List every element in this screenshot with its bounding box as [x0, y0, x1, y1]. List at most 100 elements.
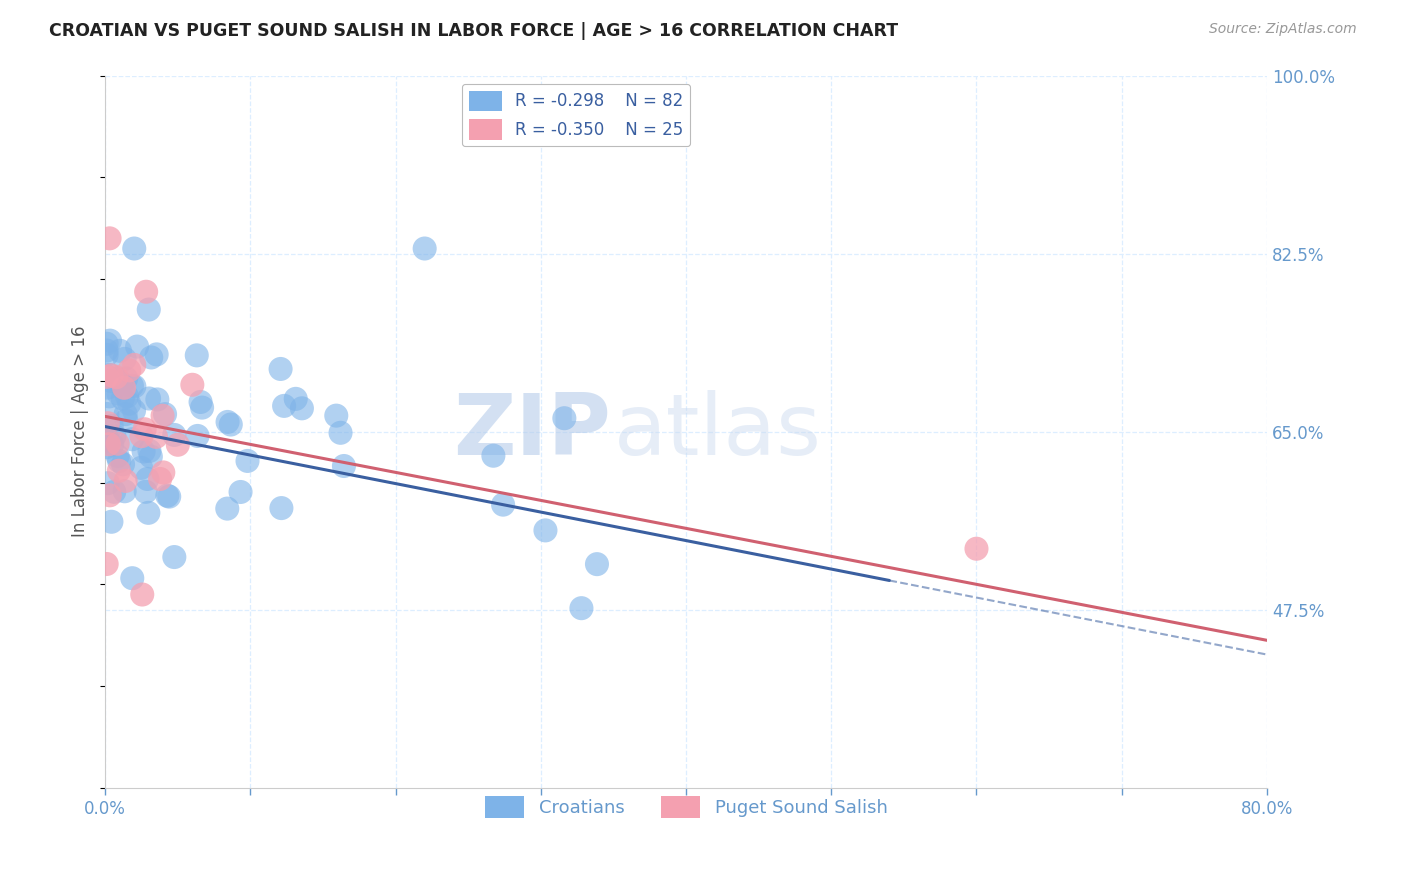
Point: [96, 407, 118, 421]
Point: [187, 429, 209, 443]
Point: [132, 444, 155, 458]
Point: [124, 379, 146, 393]
Point: [118, 363, 141, 377]
Point: [571, 601, 593, 615]
Point: [145, 430, 167, 444]
Text: Source: ZipAtlas.com: Source: ZipAtlas.com: [1209, 22, 1357, 37]
Text: CROATIAN VS PUGET SOUND SALISH IN LABOR FORCE | AGE > 16 CORRELATION CHART: CROATIAN VS PUGET SOUND SALISH IN LABOR …: [49, 22, 898, 40]
Point: [135, 484, 157, 499]
Point: [534, 524, 557, 538]
Point: [100, 374, 122, 388]
Point: [492, 498, 515, 512]
Point: [138, 392, 160, 406]
Point: [217, 501, 239, 516]
Point: [163, 428, 186, 442]
Point: [103, 429, 125, 443]
Point: [157, 490, 180, 504]
Point: [103, 484, 125, 499]
Point: [112, 457, 135, 471]
Point: [115, 371, 138, 385]
Point: [138, 302, 160, 317]
Point: [219, 417, 242, 432]
Point: [966, 541, 988, 556]
Point: [96, 336, 118, 351]
Point: [97, 433, 120, 447]
Point: [108, 343, 131, 358]
Point: [115, 389, 138, 403]
Point: [152, 466, 174, 480]
Point: [98, 231, 121, 245]
Y-axis label: In Labor Force | Age > 16: In Labor Force | Age > 16: [72, 326, 89, 538]
Legend: Croatians, Puget Sound Salish: Croatians, Puget Sound Salish: [477, 789, 894, 825]
Point: [129, 460, 152, 475]
Point: [190, 395, 212, 409]
Point: [121, 432, 143, 446]
Point: [107, 449, 129, 463]
Point: [97, 476, 120, 491]
Point: [482, 449, 505, 463]
Point: [100, 515, 122, 529]
Point: [131, 429, 153, 443]
Point: [270, 501, 292, 516]
Point: [329, 425, 352, 440]
Point: [152, 409, 174, 423]
Point: [134, 422, 156, 436]
Point: [121, 571, 143, 585]
Point: [114, 351, 136, 366]
Point: [96, 440, 118, 454]
Point: [96, 557, 118, 571]
Text: atlas: atlas: [614, 390, 823, 473]
Point: [586, 557, 609, 571]
Point: [98, 389, 121, 403]
Point: [291, 401, 314, 416]
Point: [135, 285, 157, 299]
Point: [96, 348, 118, 362]
Point: [138, 506, 160, 520]
Point: [138, 444, 160, 458]
Point: [114, 407, 136, 421]
Point: [110, 376, 132, 390]
Point: [141, 351, 163, 365]
Point: [146, 392, 169, 407]
Point: [127, 340, 149, 354]
Point: [107, 386, 129, 401]
Point: [181, 377, 204, 392]
Point: [112, 381, 135, 395]
Point: [333, 458, 356, 473]
Point: [108, 454, 131, 468]
Point: [186, 348, 208, 362]
Point: [111, 392, 134, 406]
Point: [114, 484, 136, 499]
Point: [413, 242, 436, 256]
Point: [122, 403, 145, 417]
Point: [98, 368, 121, 382]
Point: [149, 472, 172, 486]
Point: [118, 397, 141, 411]
Point: [105, 372, 128, 386]
Point: [105, 370, 128, 384]
Point: [100, 368, 122, 383]
Point: [136, 472, 159, 486]
Point: [139, 450, 162, 464]
Point: [121, 379, 143, 393]
Point: [217, 415, 239, 429]
Point: [100, 419, 122, 434]
Point: [166, 438, 188, 452]
Point: [325, 409, 347, 423]
Point: [229, 485, 252, 500]
Point: [96, 343, 118, 358]
Point: [97, 437, 120, 451]
Point: [553, 411, 575, 425]
Point: [108, 464, 131, 478]
Point: [153, 407, 176, 421]
Point: [96, 434, 118, 448]
Text: ZIP: ZIP: [453, 390, 610, 473]
Point: [156, 489, 179, 503]
Point: [98, 334, 121, 348]
Point: [145, 347, 167, 361]
Point: [98, 488, 121, 502]
Point: [122, 242, 145, 256]
Point: [101, 437, 124, 451]
Point: [284, 392, 307, 406]
Point: [107, 436, 129, 450]
